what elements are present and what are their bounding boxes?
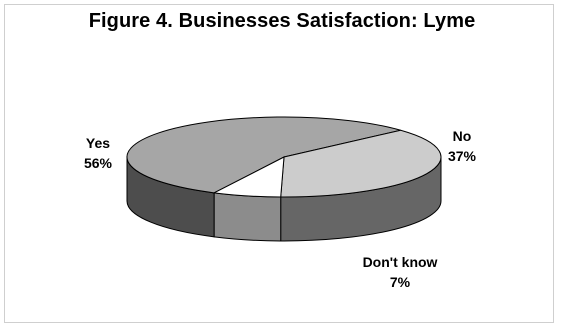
label-yes-value: 56%: [83, 155, 113, 171]
label-dont-know-value: 7%: [389, 274, 411, 290]
slice-dont-know: [212, 156, 285, 198]
chart-title: Figure 4. Businesses Satisfaction: Lyme: [88, 10, 476, 32]
label-no-name: No: [452, 128, 472, 144]
label-yes-name: Yes: [85, 135, 111, 151]
label-yes: Yes 56%: [68, 133, 128, 173]
label-dont-know-name: Don't know: [362, 254, 438, 270]
slice-no: [280, 129, 442, 198]
label-no: No 37%: [432, 126, 492, 166]
label-no-value: 37%: [447, 148, 477, 164]
label-dont-know: Don't know 7%: [330, 252, 470, 292]
slice-dont-know-side: [213, 192, 282, 242]
slice-yes: [126, 116, 401, 194]
